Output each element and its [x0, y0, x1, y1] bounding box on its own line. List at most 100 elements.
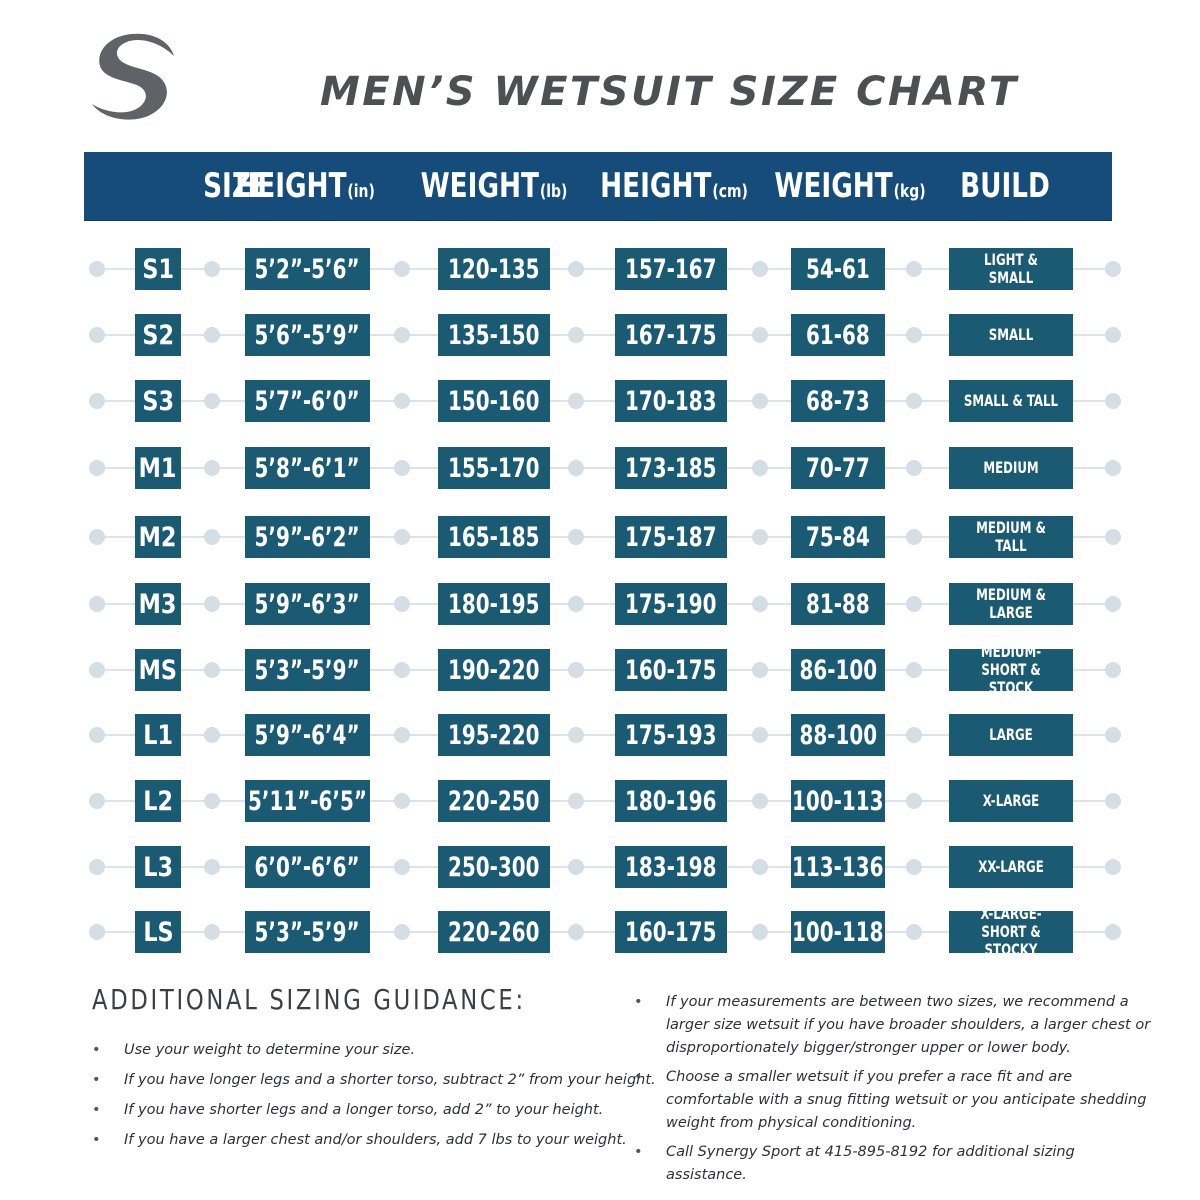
connector-dot-icon	[906, 529, 922, 545]
connector-dot-icon	[568, 261, 584, 277]
weight-kg-cell: 100-113	[791, 780, 885, 822]
size-cell-text: MS	[138, 654, 178, 686]
build-cell: X-LARGE-SHORT & STOCKY	[949, 911, 1073, 953]
bullet-icon: •	[634, 1069, 643, 1085]
height-in-cell-text: 5’11”-6’5”	[248, 785, 367, 817]
header-weight-lb-unit: (lb)	[539, 181, 568, 202]
height-cm-cell-text: 170-183	[625, 385, 717, 417]
build-cell-text: XX-LARGE	[978, 857, 1044, 876]
connector-dot-icon	[204, 460, 220, 476]
connector-dot-icon	[568, 727, 584, 743]
weight-lb-cell-text: 135-150	[448, 319, 540, 351]
connector-dot-icon	[204, 529, 220, 545]
build-cell: MEDIUM & LARGE	[949, 583, 1073, 625]
connector-dot-icon	[568, 529, 584, 545]
row-connector-line	[96, 669, 1114, 671]
height-cm-cell: 160-175	[615, 649, 727, 691]
connector-dot-icon	[906, 327, 922, 343]
size-cell: L3	[135, 846, 181, 888]
size-cell-text: S3	[142, 385, 174, 417]
guidance-left-list: • Use your weight to determine your size.…	[92, 1039, 656, 1159]
size-cell-text: LS	[142, 916, 174, 948]
build-cell: LIGHT & SMALL	[949, 248, 1073, 290]
connector-dot-icon	[204, 727, 220, 743]
height-in-cell-text: 5’7”-6’0”	[254, 385, 361, 417]
size-cell-text: L2	[143, 785, 173, 817]
weight-lb-cell: 190-220	[438, 649, 550, 691]
row-connector-line	[96, 931, 1114, 933]
weight-kg-cell: 61-68	[791, 314, 885, 356]
connector-dot-icon	[752, 793, 768, 809]
height-in-cell-text: 5’2”-5’6”	[254, 253, 361, 285]
connector-dot-icon	[1105, 727, 1121, 743]
connector-dot-icon	[568, 393, 584, 409]
header-height-cm-unit: (cm)	[712, 181, 748, 202]
connector-dot-icon	[394, 261, 410, 277]
guidance-text: If you have longer legs and a shorter to…	[124, 1072, 656, 1088]
connector-dot-icon	[752, 393, 768, 409]
connector-dot-icon	[906, 924, 922, 940]
connector-dot-icon	[752, 596, 768, 612]
weight-kg-cell: 113-136	[791, 846, 885, 888]
build-cell-text: LIGHT & SMALL	[984, 250, 1038, 287]
size-cell: S2	[135, 314, 181, 356]
connector-dot-icon	[1105, 261, 1121, 277]
height-cm-cell: 175-193	[615, 714, 727, 756]
weight-kg-cell: 70-77	[791, 447, 885, 489]
connector-dot-icon	[1105, 859, 1121, 875]
height-cm-cell-text: 175-187	[625, 521, 717, 553]
weight-lb-cell: 250-300	[438, 846, 550, 888]
height-in-cell: 6’0”-6’6”	[245, 846, 370, 888]
row-connector-line	[96, 467, 1114, 469]
table-row: M3 5’9”-6’3” 180-195 175-190 81-88 MEDIUM & L…	[0, 581, 1200, 627]
height-in-cell: 5’7”-6’0”	[245, 380, 370, 422]
size-cell: LS	[135, 911, 181, 953]
connector-dot-icon	[204, 596, 220, 612]
height-cm-cell-text: 157-167	[625, 253, 717, 285]
connector-dot-icon	[394, 793, 410, 809]
height-cm-cell-text: 160-175	[625, 916, 717, 948]
guidance-text: Use your weight to determine your size.	[124, 1042, 416, 1058]
build-cell-text: MEDIUM-SHORT & STOCK	[980, 649, 1042, 691]
height-in-cell: 5’11”-6’5”	[245, 780, 370, 822]
weight-kg-cell: 88-100	[791, 714, 885, 756]
weight-kg-cell-text: 70-77	[806, 452, 870, 484]
height-in-cell-text: 5’9”-6’2”	[254, 521, 361, 553]
connector-dot-icon	[394, 529, 410, 545]
header-weight-lb-label: WEIGHT	[420, 166, 539, 206]
header-height-cm-label: HEIGHT	[600, 166, 712, 206]
connector-dot-icon	[204, 327, 220, 343]
weight-lb-cell: 135-150	[438, 314, 550, 356]
size-cell-text: L3	[143, 851, 173, 883]
header-size-label: SIZE	[203, 166, 269, 206]
connector-dot-icon	[394, 393, 410, 409]
height-cm-cell-text: 180-196	[625, 785, 717, 817]
connector-dot-icon	[906, 859, 922, 875]
build-cell: XX-LARGE	[949, 846, 1073, 888]
height-in-cell-text: 5’3”-5’9”	[254, 654, 361, 686]
weight-kg-cell-text: 86-100	[799, 654, 877, 686]
build-cell: MEDIUM	[949, 447, 1073, 489]
weight-kg-cell-text: 100-113	[792, 785, 884, 817]
row-connector-line	[96, 800, 1114, 802]
weight-kg-cell: 68-73	[791, 380, 885, 422]
weight-lb-cell: 180-195	[438, 583, 550, 625]
weight-kg-cell-text: 100-118	[792, 916, 884, 948]
connector-dot-icon	[568, 662, 584, 678]
header-height-in-unit: (in)	[347, 181, 375, 202]
connector-dot-icon	[89, 393, 105, 409]
height-cm-cell: 173-185	[615, 447, 727, 489]
connector-dot-icon	[89, 261, 105, 277]
build-cell-text: SMALL	[988, 325, 1034, 344]
guidance-text: Call Synergy Sport at 415-895-8192 for a…	[666, 1144, 1075, 1183]
weight-lb-cell: 165-185	[438, 516, 550, 558]
height-in-cell: 5’2”-5’6”	[245, 248, 370, 290]
connector-dot-icon	[89, 327, 105, 343]
height-in-cell: 5’9”-6’4”	[245, 714, 370, 756]
header-weight-lb: WEIGHT(lb)	[417, 152, 572, 220]
weight-lb-cell-text: 165-185	[448, 521, 540, 553]
connector-dot-icon	[752, 924, 768, 940]
height-cm-cell: 170-183	[615, 380, 727, 422]
height-cm-cell-text: 160-175	[625, 654, 717, 686]
weight-kg-cell: 100-118	[791, 911, 885, 953]
